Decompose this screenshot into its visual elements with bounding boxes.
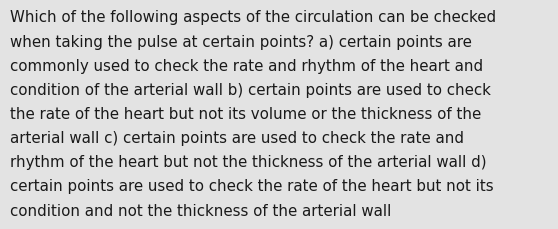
Text: commonly used to check the rate and rhythm of the heart and: commonly used to check the rate and rhyt… bbox=[10, 58, 483, 73]
Text: rhythm of the heart but not the thickness of the arterial wall d): rhythm of the heart but not the thicknes… bbox=[10, 155, 487, 169]
Text: when taking the pulse at certain points? a) certain points are: when taking the pulse at certain points?… bbox=[10, 34, 472, 49]
Text: Which of the following aspects of the circulation can be checked: Which of the following aspects of the ci… bbox=[10, 10, 496, 25]
Text: certain points are used to check the rate of the heart but not its: certain points are used to check the rat… bbox=[10, 179, 494, 194]
Text: arterial wall c) certain points are used to check the rate and: arterial wall c) certain points are used… bbox=[10, 131, 464, 145]
Text: condition and not the thickness of the arterial wall: condition and not the thickness of the a… bbox=[10, 203, 391, 218]
Text: the rate of the heart but not its volume or the thickness of the: the rate of the heart but not its volume… bbox=[10, 106, 482, 121]
Text: condition of the arterial wall b) certain points are used to check: condition of the arterial wall b) certai… bbox=[10, 82, 491, 97]
